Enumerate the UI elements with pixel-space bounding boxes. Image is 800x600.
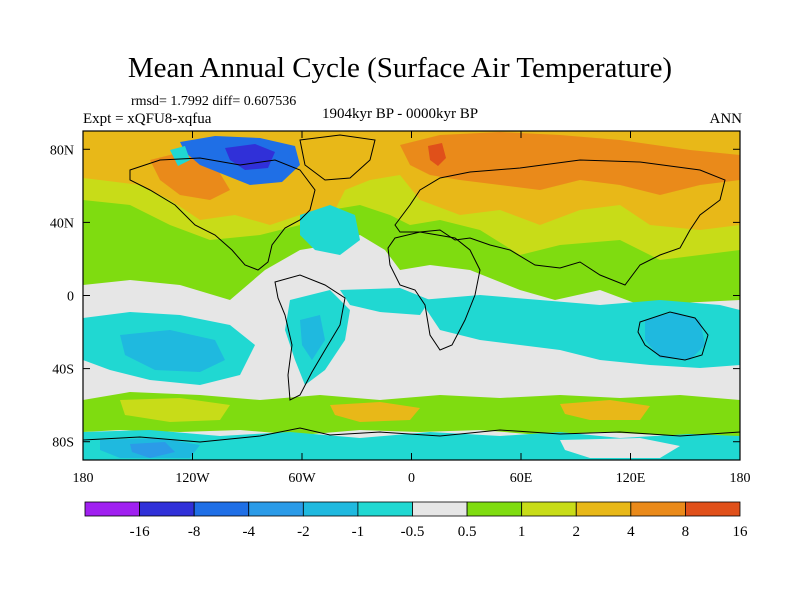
colorbar-label: 0.5 [458, 524, 477, 540]
anomaly-region-north-atlantic-cyan [300, 205, 360, 255]
coastline-north-america [129, 157, 316, 271]
x-tick-label: 120W [175, 471, 210, 486]
anomaly-region-eurasia-dark-orange [400, 132, 740, 195]
colorbar-label: 8 [682, 524, 690, 540]
axis-ticks: 180 120W 60W 0 60E 120E 180 80N 40N 0 40S 80S [50, 131, 751, 486]
colorbar-swatch [357, 501, 413, 517]
colorbar-swatch [521, 501, 577, 517]
anomaly-region-south-pacific-light-blue [120, 330, 225, 372]
colorbar-swatch [575, 501, 632, 517]
anomaly-region-south-america-light-blue [300, 315, 325, 360]
anomaly-region-arctic-red [428, 143, 446, 166]
colorbar-label: 1 [518, 524, 526, 540]
period-label: 1904kyr BP - 0000kyr BP [322, 106, 479, 122]
coastlines [83, 134, 740, 443]
colorbar-label: 16 [733, 524, 749, 540]
map-panel [83, 131, 740, 460]
experiment-label: Expt = xQFU8-xqfua [83, 111, 212, 127]
colorbar-swatch [193, 501, 250, 517]
anomaly-region-antarctica-blue [130, 442, 175, 458]
y-tick-label: 80N [50, 143, 74, 158]
colorbar-swatch [412, 501, 468, 517]
anomaly-region-antarctica-grey-patch [560, 438, 680, 458]
coastline-eurasia [394, 159, 726, 286]
coastline-africa [387, 231, 481, 351]
x-tick-label: 60E [510, 471, 533, 486]
colorbar-label: 4 [627, 524, 635, 540]
colorbar-label: -8 [188, 524, 201, 540]
season-label: ANN [709, 111, 743, 127]
colorbar-swatch [466, 501, 523, 517]
anomaly-region-south-atlantic-cyan [340, 288, 430, 315]
y-tick-label: 40S [52, 363, 74, 378]
colorbar-swatch [685, 501, 741, 517]
colorbar-label: -16 [130, 524, 150, 540]
anomaly-region-southern-ocean-yellow [120, 398, 230, 422]
colorbar-swatch [248, 501, 304, 517]
colorbar-label: -1 [352, 524, 365, 540]
colorbar-swatch [630, 501, 686, 517]
rmsd-diff-stats: rmsd= 1.7992 diff= 0.607536 [131, 94, 297, 109]
x-tick-label: 60W [288, 471, 316, 486]
colorbar-label: -0.5 [401, 524, 425, 540]
plot-title: Mean Annual Cycle (Surface Air Temperatu… [127, 52, 673, 84]
colorbar-label: 2 [573, 524, 581, 540]
colorbar-label: -4 [243, 524, 256, 540]
x-tick-label: 120E [616, 471, 646, 486]
x-tick-label: 180 [730, 471, 751, 486]
anomaly-region-canada-dark-blue [225, 144, 275, 170]
x-tick-label: 180 [73, 471, 94, 486]
colorbar-swatch [302, 501, 359, 517]
coastline-antarctica [83, 427, 740, 443]
colorbar-label: -2 [297, 524, 310, 540]
coastline-greenland [299, 134, 376, 181]
colorbar: -16 -8 -4 -2 -1 -0.5 0.5 1 2 4 8 16 [84, 501, 749, 540]
y-tick-label: 0 [67, 290, 74, 305]
y-tick-label: 80S [52, 436, 74, 451]
anomaly-region-southern-ocean-orange [330, 402, 420, 422]
anomaly-region-australia-light-blue [645, 312, 705, 360]
colorbar-swatch [139, 501, 195, 517]
colorbar-swatch [84, 501, 140, 517]
y-tick-label: 40N [50, 216, 74, 231]
x-tick-label: 0 [408, 471, 415, 486]
anomaly-region-southern-ocean-orange-east [560, 400, 650, 420]
coastline-south-america [274, 274, 346, 401]
anomaly-region-canada-cyan [170, 146, 190, 166]
coastline-australia [637, 311, 709, 361]
